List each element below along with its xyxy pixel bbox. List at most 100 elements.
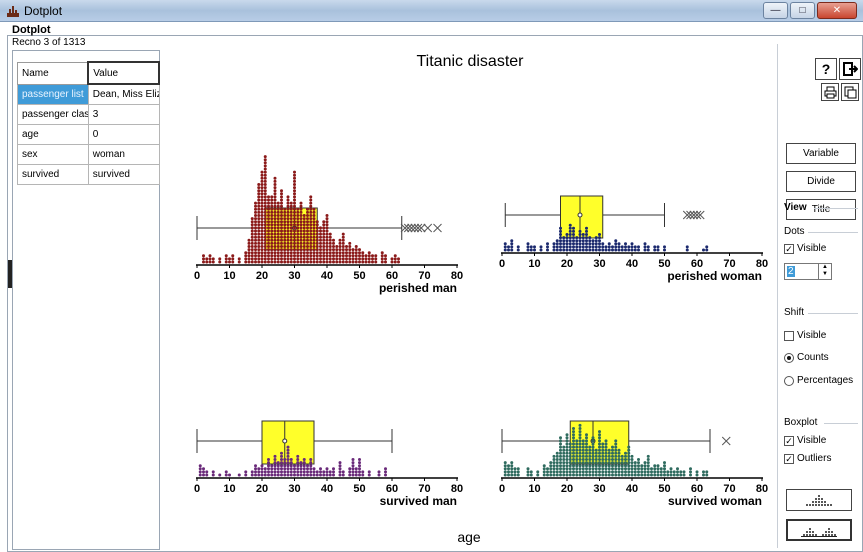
data-dot: [338, 461, 342, 465]
data-dot: [293, 210, 296, 214]
data-dot: [260, 464, 264, 468]
data-dot: [208, 254, 212, 258]
maximize-button[interactable]: □: [790, 2, 815, 19]
row-value[interactable]: 3: [87, 103, 160, 125]
data-dot: [312, 232, 316, 236]
data-dot: [380, 257, 384, 261]
radio-button[interactable]: [784, 352, 794, 363]
splitter-handle[interactable]: [8, 260, 12, 288]
box-visible-checkbox[interactable]: ✓ Visible: [784, 435, 826, 446]
data-dot: [598, 236, 601, 240]
data-dot: [263, 192, 267, 196]
table-row[interactable]: passenger list Dean, Miss Elizabeth: [17, 83, 160, 105]
row-value[interactable]: 0: [87, 123, 160, 145]
counts-radio[interactable]: Counts: [784, 352, 829, 363]
data-dot: [260, 470, 264, 474]
data-dot: [315, 260, 319, 264]
data-dot: [322, 248, 326, 252]
data-dot: [341, 251, 345, 255]
exit-button[interactable]: [839, 58, 861, 80]
checkbox-box[interactable]: ✓: [784, 243, 794, 254]
help-button[interactable]: ?: [815, 58, 837, 80]
row-name[interactable]: age: [17, 123, 89, 145]
row-value[interactable]: woman: [87, 143, 160, 165]
data-dot: [351, 251, 355, 255]
data-dot: [689, 467, 692, 471]
data-dot: [598, 473, 601, 477]
data-dot: [702, 473, 705, 477]
data-dot: [552, 470, 556, 474]
dots-visible-checkbox[interactable]: ✓ Visible: [784, 243, 826, 254]
data-dot: [283, 214, 287, 217]
data-dot: [604, 473, 608, 477]
data-dot: [270, 473, 274, 477]
table-row[interactable]: passenger class 3: [17, 103, 160, 125]
checkbox-box[interactable]: [784, 330, 794, 341]
split-view-button[interactable]: [786, 519, 852, 541]
radio-button[interactable]: [784, 375, 794, 386]
data-dot: [578, 229, 582, 233]
data-dot: [611, 245, 614, 249]
copy-button[interactable]: [841, 83, 859, 101]
title-button[interactable]: Title: [786, 199, 856, 220]
dot-size-stepper[interactable]: 2 ▲ ▼: [784, 263, 832, 280]
data-dot: [302, 260, 306, 264]
variable-button[interactable]: Variable: [786, 143, 856, 164]
divide-button[interactable]: Divide: [786, 171, 856, 192]
dot-size-value[interactable]: 2: [787, 266, 795, 277]
data-dot: [542, 467, 546, 471]
stacked-view-button[interactable]: [786, 489, 852, 511]
print-button[interactable]: [821, 83, 839, 101]
table-row[interactable]: sex woman: [17, 143, 160, 165]
data-dot: [254, 235, 257, 239]
data-dot: [559, 470, 562, 474]
data-dot: [276, 251, 280, 255]
data-dot: [620, 461, 624, 465]
header-name[interactable]: Name: [17, 61, 89, 85]
table-row[interactable]: age 0: [17, 123, 160, 145]
row-name[interactable]: passenger list: [17, 83, 89, 105]
row-name[interactable]: survived: [17, 163, 89, 185]
data-dot: [267, 464, 270, 468]
data-dot: [562, 464, 566, 468]
data-dot: [302, 467, 306, 471]
data-dot: [341, 235, 345, 239]
data-dot: [348, 254, 352, 258]
checkbox-box[interactable]: ✓: [784, 435, 794, 446]
data-dot: [237, 260, 241, 264]
data-dot: [614, 473, 618, 477]
data-dot: [568, 239, 572, 243]
outliers-checkbox[interactable]: ✓ Outliers: [784, 453, 831, 464]
table-row[interactable]: survived survived: [17, 163, 160, 185]
data-dot: [630, 242, 634, 246]
row-name[interactable]: passenger class: [17, 103, 89, 125]
spin-down-icon[interactable]: ▼: [822, 271, 828, 277]
data-dot: [267, 257, 270, 261]
checkbox-box[interactable]: ✓: [784, 453, 794, 464]
data-dot: [260, 251, 264, 255]
data-dot: [293, 238, 296, 242]
percentages-radio[interactable]: Percentages: [784, 375, 853, 386]
box-visible-label: Visible: [797, 435, 827, 446]
data-dot: [260, 217, 264, 221]
spin-up-icon[interactable]: ▲: [822, 264, 828, 270]
data-dot: [257, 470, 261, 474]
data-dot: [312, 210, 316, 214]
data-dot: [293, 232, 296, 236]
row-value[interactable]: Dean, Miss Elizabeth: [87, 83, 160, 105]
data-dot: [630, 458, 634, 461]
minimize-button[interactable]: —: [763, 2, 788, 19]
row-value[interactable]: survived: [87, 163, 160, 185]
data-dot: [653, 248, 657, 252]
data-dot: [513, 467, 517, 471]
data-dot: [624, 464, 627, 468]
data-dot: [302, 238, 306, 242]
header-value[interactable]: Value: [87, 61, 160, 85]
shift-visible-checkbox[interactable]: Visible: [784, 330, 826, 341]
row-name[interactable]: sex: [17, 143, 89, 165]
data-dot: [361, 473, 365, 477]
data-dot: [581, 454, 585, 458]
data-dot: [598, 442, 601, 446]
data-dot: [568, 242, 572, 246]
close-button[interactable]: ✕: [817, 2, 857, 19]
